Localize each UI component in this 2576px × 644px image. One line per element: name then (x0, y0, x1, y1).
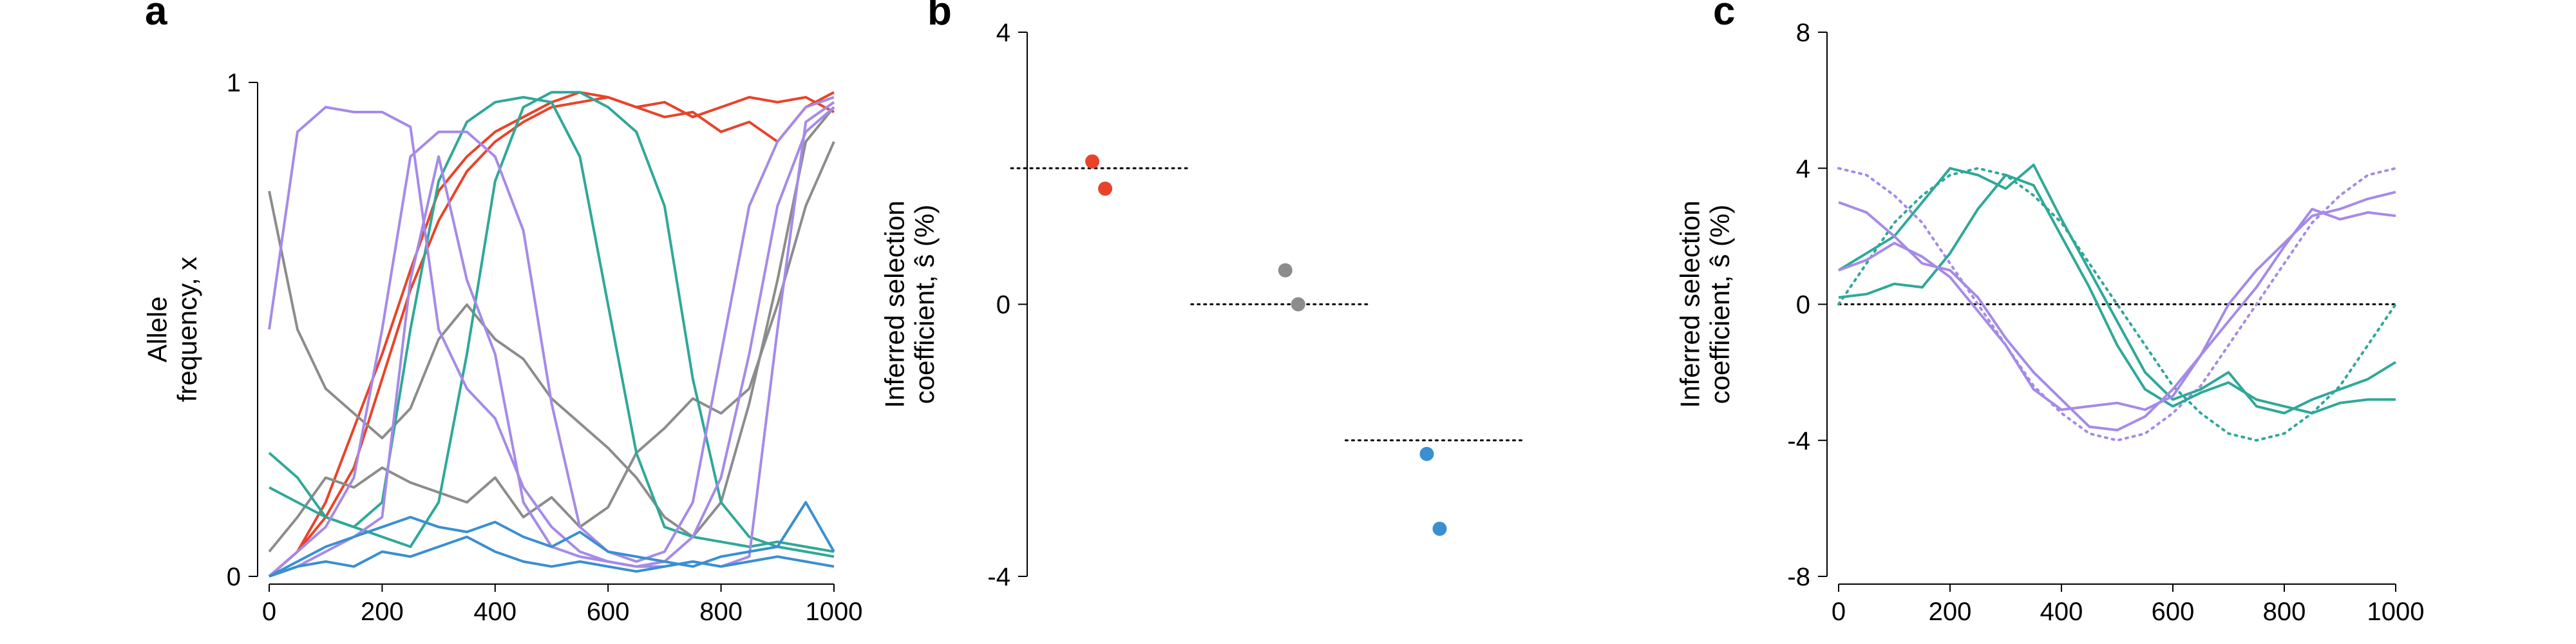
y-tick-label: -4 (987, 563, 1010, 591)
y-axis-label-line: coefficient, ŝ (%) (1705, 205, 1735, 404)
series-line-purple (268, 101, 835, 568)
inferred-line-teal (1837, 164, 2397, 415)
estimate-point-red (1085, 154, 1100, 169)
x-tick-label: 0 (262, 598, 276, 626)
y-axis-label-line: Inferred selection (1675, 200, 1705, 408)
inferred-line-teal (1838, 173, 2396, 415)
x-tick-label: 1000 (2367, 598, 2425, 626)
x-tick-label: 800 (699, 598, 743, 626)
x-tick-label: 200 (1929, 598, 1972, 626)
x-tick-label: 800 (2263, 598, 2306, 626)
x-tick-label: 600 (587, 598, 630, 626)
series-line-teal (268, 96, 835, 553)
y-tick-label: 8 (1796, 19, 1810, 47)
y-tick-label: 0 (227, 563, 241, 591)
y-axis-label-line: Allele (142, 296, 173, 363)
series-line-purple (269, 106, 835, 578)
estimate-point-red (1098, 181, 1113, 196)
x-tick-label: 400 (2040, 598, 2083, 626)
series-line-purple (268, 96, 835, 578)
y-tick-label: -4 (1787, 427, 1810, 455)
y-tick-label: 1 (227, 69, 241, 97)
true-curve-teal (1837, 167, 2397, 442)
series-line-blue (269, 535, 835, 578)
panel-letter: c (1713, 0, 1735, 33)
y-tick-label: 4 (996, 19, 1010, 47)
estimate-point-gray (1278, 263, 1293, 278)
y-axis-label-line: Inferred selection (880, 200, 910, 408)
y-tick-label: 4 (1796, 155, 1810, 183)
inferred-line-purple (1838, 207, 2396, 412)
series-line-blue (269, 501, 835, 578)
y-axis-label: Inferred selectioncoefficient, ŝ (%) (1675, 200, 1735, 408)
y-tick-label: 0 (996, 291, 1010, 319)
estimate-point-blue (1432, 522, 1447, 536)
y-axis-label: Inferred selectioncoefficient, ŝ (%) (880, 200, 940, 408)
series-line-red (268, 91, 835, 578)
panel-letter: a (145, 0, 167, 33)
x-tick-label: 0 (1832, 598, 1846, 626)
x-tick-label: 600 (2152, 598, 2195, 626)
x-tick-label: 1000 (806, 598, 863, 626)
estimate-point-blue (1419, 446, 1434, 461)
panel-a: a 0 1 0 200 400 600 800 1000 Allelefrequency, x (142, 0, 863, 626)
y-axis-label-line: coefficient, ŝ (%) (909, 205, 940, 404)
panel-b: b -4 0 4 Inferred selectioncoefficient, ŝ (%… (880, 0, 1527, 591)
y-tick-label: 0 (1796, 291, 1810, 319)
y-axis-label-line: frequency, x (172, 257, 202, 402)
estimate-point-gray (1291, 297, 1305, 312)
panel-letter: b (927, 0, 952, 33)
panel-c: c -8 -4 0 4 8 0 200 400 600 800 1000 Inferred select… (1675, 0, 2425, 626)
y-tick-label: -8 (1787, 563, 1810, 591)
inferred-line-purple (1838, 191, 2396, 431)
x-tick-label: 400 (473, 598, 516, 626)
x-tick-label: 200 (361, 598, 404, 626)
y-axis-label: Allelefrequency, x (142, 257, 202, 402)
series-line-red (268, 91, 835, 578)
